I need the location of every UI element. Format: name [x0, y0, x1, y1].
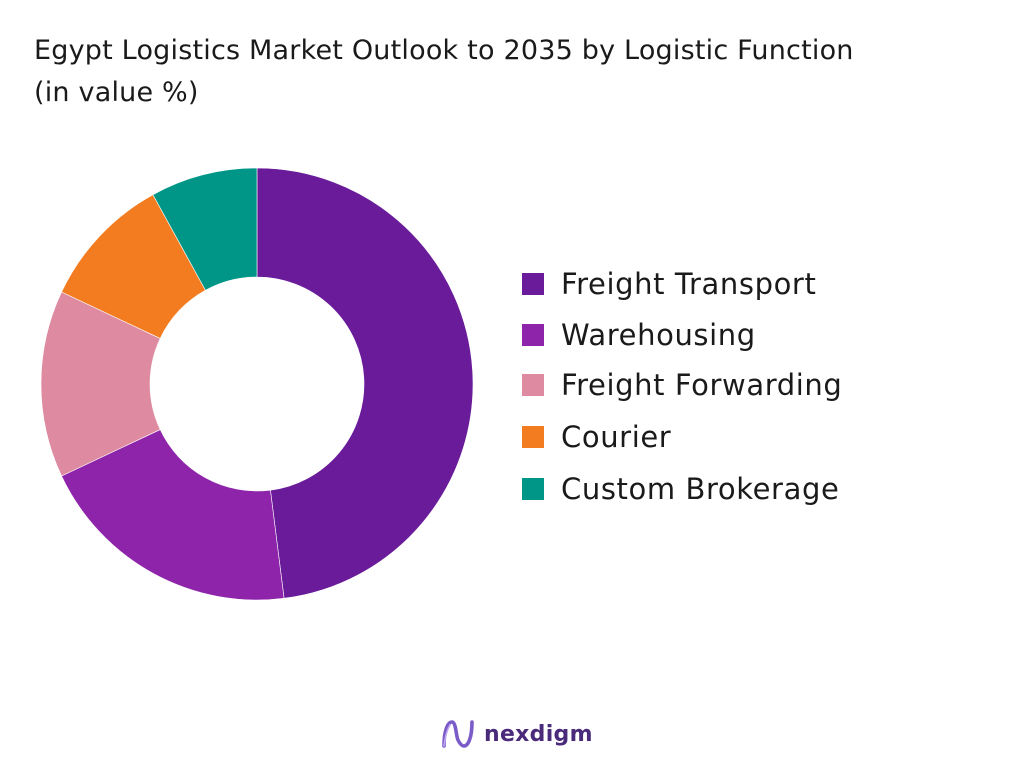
legend-label: Warehousing: [561, 317, 756, 352]
nexdigm-logo-icon: [442, 720, 474, 748]
donut-slice-freight-transport: [256, 167, 474, 599]
legend-label: Courier: [561, 420, 672, 454]
legend-item: Courier: [522, 413, 842, 461]
legend-swatch: [522, 273, 544, 295]
legend-swatch: [522, 426, 544, 448]
legend-label: Freight Transport: [561, 267, 817, 301]
donut-slice-custom-brokerage: [152, 167, 258, 291]
legend-label: Custom Brokerage: [561, 472, 840, 506]
donut-slice-freight-forwarding: [40, 291, 161, 477]
brand-name: nexdigm: [484, 721, 593, 747]
chart-legend: Freight Transport Warehousing Freight Forw…: [522, 260, 842, 516]
donut-slice-warehousing: [61, 429, 285, 601]
legend-swatch: [522, 478, 544, 500]
legend-item: Freight Forwarding: [522, 361, 842, 409]
legend-item: Freight Transport: [522, 260, 842, 308]
chart-title: Egypt Logistics Market Outlook to 2035 b…: [34, 30, 994, 114]
donut-chart: [40, 167, 474, 601]
legend-swatch: [522, 374, 544, 396]
legend-item: Custom Brokerage: [522, 465, 842, 513]
brand-logo: nexdigm: [440, 716, 593, 752]
legend-item: Warehousing: [522, 311, 842, 359]
legend-label: Freight Forwarding: [561, 368, 843, 402]
chart-title-line-1: Egypt Logistics Market Outlook to 2035 b…: [34, 35, 854, 66]
legend-swatch: [522, 323, 544, 346]
chart-title-line-2: (in value %): [34, 77, 199, 108]
